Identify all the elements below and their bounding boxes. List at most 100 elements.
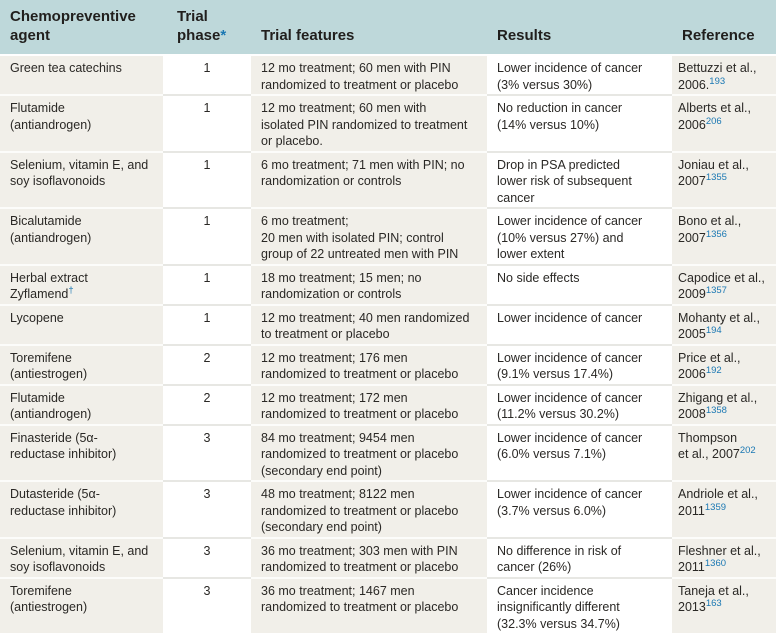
results-text: Lower incidence of cancer	[497, 310, 643, 325]
table-row: Flutamide (antiandrogen) 1 12 mo treatme…	[0, 95, 776, 153]
column-header-results: Results	[487, 0, 672, 56]
reference-cell: Bettuzzi et al., 2006.193	[672, 55, 776, 96]
trial-phase-value: 1	[203, 214, 211, 228]
agent-cell: Selenium, vitamin E, and soy isoflavonoi…	[0, 151, 163, 209]
reference-text: Andriole et al., 2011	[678, 487, 758, 518]
trial-features-cell: 12 mo treatment; 176 men randomized to t…	[251, 344, 487, 386]
trial-features-cell: 6 mo treatment; 20 men with isolated PIN…	[251, 208, 487, 266]
reference-text: Bono et al., 2007	[678, 214, 742, 245]
reference-cell: Fleshner et al., 20111360	[672, 537, 776, 579]
reference-text: Taneja et al., 2013	[678, 583, 749, 615]
reference-cell: Taneja et al., 2013163	[672, 577, 776, 633]
column-header-features-label: Trial features	[261, 27, 355, 44]
trial-features-text: 84 mo treatment; 9454 men randomized to …	[261, 430, 459, 478]
agent-name: Green tea catechins	[10, 61, 122, 75]
trial-features-cell: 48 mo treatment; 8122 men randomized to …	[251, 481, 487, 539]
trial-features-text: 12 mo treatment; 172 men randomized to t…	[261, 390, 459, 422]
agent-cell: Flutamide (antiandrogen)	[0, 384, 163, 426]
column-header-results-label: Results	[497, 27, 552, 44]
reference-cell: Price et al., 2006192	[672, 344, 776, 386]
table-header: Chemopreventive agent Trial phase* Trial…	[0, 0, 776, 56]
footnote-asterisk-link[interactable]: *	[220, 27, 227, 44]
results-cell: No difference in risk of cancer (26%)	[487, 537, 672, 579]
reference-cell: Thompson et al., 2007202	[672, 424, 776, 482]
trial-phase-cell: 1	[163, 151, 251, 209]
results-text: No reduction in cancer (14% versus 10%)	[497, 101, 623, 132]
citation-superscript-link[interactable]: 1357	[705, 284, 727, 296]
table-row: Flutamide (antiandrogen) 2 12 mo treatme…	[0, 384, 776, 426]
table-row: Dutasteride (5α- reductase inhibitor) 3 …	[0, 481, 776, 539]
reference-text: Price et al., 2006	[678, 350, 741, 382]
reference-text: Zhigang et al., 2008	[678, 390, 758, 422]
trial-phase-cell: 1	[163, 95, 251, 153]
reference-text: Alberts et al., 2006	[678, 101, 751, 132]
results-cell: No reduction in cancer (14% versus 10%)	[487, 95, 672, 153]
agent-cell: Lycopene	[0, 304, 163, 346]
citation-superscript-link[interactable]: 1356	[705, 228, 727, 240]
column-header-reference: Reference	[672, 0, 776, 56]
results-text: Lower incidence of cancer (3.7% versus 6…	[497, 487, 643, 518]
reference-cell: Zhigang et al., 20081358	[672, 384, 776, 426]
agent-cell: Herbal extract Zyflamend†	[0, 264, 163, 306]
column-header-agent-label: Chemopreventive agent	[10, 8, 136, 44]
results-cell: Lower incidence of cancer (10% versus 27…	[487, 208, 672, 266]
agent-name: Toremifene (antiestrogen)	[10, 350, 88, 382]
agent-cell: Finasteride (5α- reductase inhibitor)	[0, 424, 163, 482]
reference-text: Capodice et al., 2009	[678, 270, 765, 302]
citation-superscript-link[interactable]: 1358	[705, 404, 727, 416]
agent-cell: Bicalutamide (antiandrogen)	[0, 208, 163, 266]
trial-phase-cell: 1	[163, 264, 251, 306]
reference-text: Thompson et al., 2007	[678, 430, 740, 462]
footnote-dagger-link[interactable]: †	[68, 284, 74, 296]
column-header-agent: Chemopreventive agent	[0, 0, 163, 56]
citation-superscript-link[interactable]: 193	[709, 75, 726, 87]
reference-cell: Andriole et al., 20111359	[672, 481, 776, 539]
reference-cell: Capodice et al., 20091357	[672, 264, 776, 306]
trial-phase-value: 3	[203, 487, 211, 501]
trial-features-cell: 6 mo treatment; 71 men with PIN; no rand…	[251, 151, 487, 209]
citation-superscript-link[interactable]: 1360	[704, 557, 727, 569]
results-cell: Lower incidence of cancer (6.0% versus 7…	[487, 424, 672, 482]
agent-name: Flutamide (antiandrogen)	[10, 390, 92, 422]
agent-name: Herbal extract Zyflamend	[10, 270, 88, 302]
trial-phase-cell: 3	[163, 577, 251, 633]
column-header-phase: Trial phase*	[163, 0, 251, 56]
citation-superscript-link[interactable]: 202	[739, 444, 756, 456]
results-text: Lower incidence of cancer (6.0% versus 7…	[497, 430, 643, 462]
agent-name: Dutasteride (5α- reductase inhibitor)	[10, 487, 117, 518]
trial-features-text: 6 mo treatment; 20 men with isolated PIN…	[261, 214, 459, 261]
citation-superscript-link[interactable]: 1355	[705, 171, 727, 183]
column-header-phase-label: Trial phase	[177, 8, 221, 44]
results-cell: Drop in PSA predicted lower risk of subs…	[487, 151, 672, 209]
trial-features-cell: 36 mo treatment; 303 men with PIN random…	[251, 537, 487, 579]
trial-phase-value: 1	[203, 61, 211, 75]
results-text: Lower incidence of cancer (9.1% versus 1…	[497, 350, 643, 382]
trial-features-cell: 84 mo treatment; 9454 men randomized to …	[251, 424, 487, 482]
results-text: Cancer incidence insignificantly differe…	[497, 583, 620, 631]
agent-cell: Toremifene (antiestrogen)	[0, 344, 163, 386]
trial-phase-value: 3	[203, 430, 211, 445]
reference-cell: Mohanty et al., 2005194	[672, 304, 776, 346]
trial-features-cell: 12 mo treatment; 60 men with PIN randomi…	[251, 55, 487, 96]
citation-superscript-link[interactable]: 194	[705, 324, 722, 336]
reference-cell: Joniau et al., 20071355	[672, 151, 776, 209]
agent-name: Bicalutamide (antiandrogen)	[10, 214, 92, 245]
trial-phase-value: 1	[203, 157, 211, 172]
trial-phase-value: 3	[203, 583, 211, 598]
agent-cell: Green tea catechins	[0, 55, 163, 96]
trial-phase-value: 1	[203, 270, 211, 285]
reference-text: Mohanty et al., 2005	[678, 310, 760, 342]
table-row: Toremifene (antiestrogen) 3 36 mo treatm…	[0, 577, 776, 633]
trial-phase-cell: 3	[163, 424, 251, 482]
table-body: Green tea catechins 1 12 mo treatment; 6…	[0, 55, 776, 633]
trial-phase-value: 1	[203, 101, 211, 115]
citation-superscript-link[interactable]: 192	[705, 364, 722, 376]
table-row: Green tea catechins 1 12 mo treatment; 6…	[0, 55, 776, 96]
results-text: No side effects	[497, 270, 580, 285]
citation-superscript-link[interactable]: 206	[705, 115, 722, 127]
citation-superscript-link[interactable]: 163	[705, 597, 722, 609]
agent-name: Selenium, vitamin E, and soy isoflavonoi…	[10, 543, 149, 575]
citation-superscript-link[interactable]: 1359	[704, 501, 727, 513]
